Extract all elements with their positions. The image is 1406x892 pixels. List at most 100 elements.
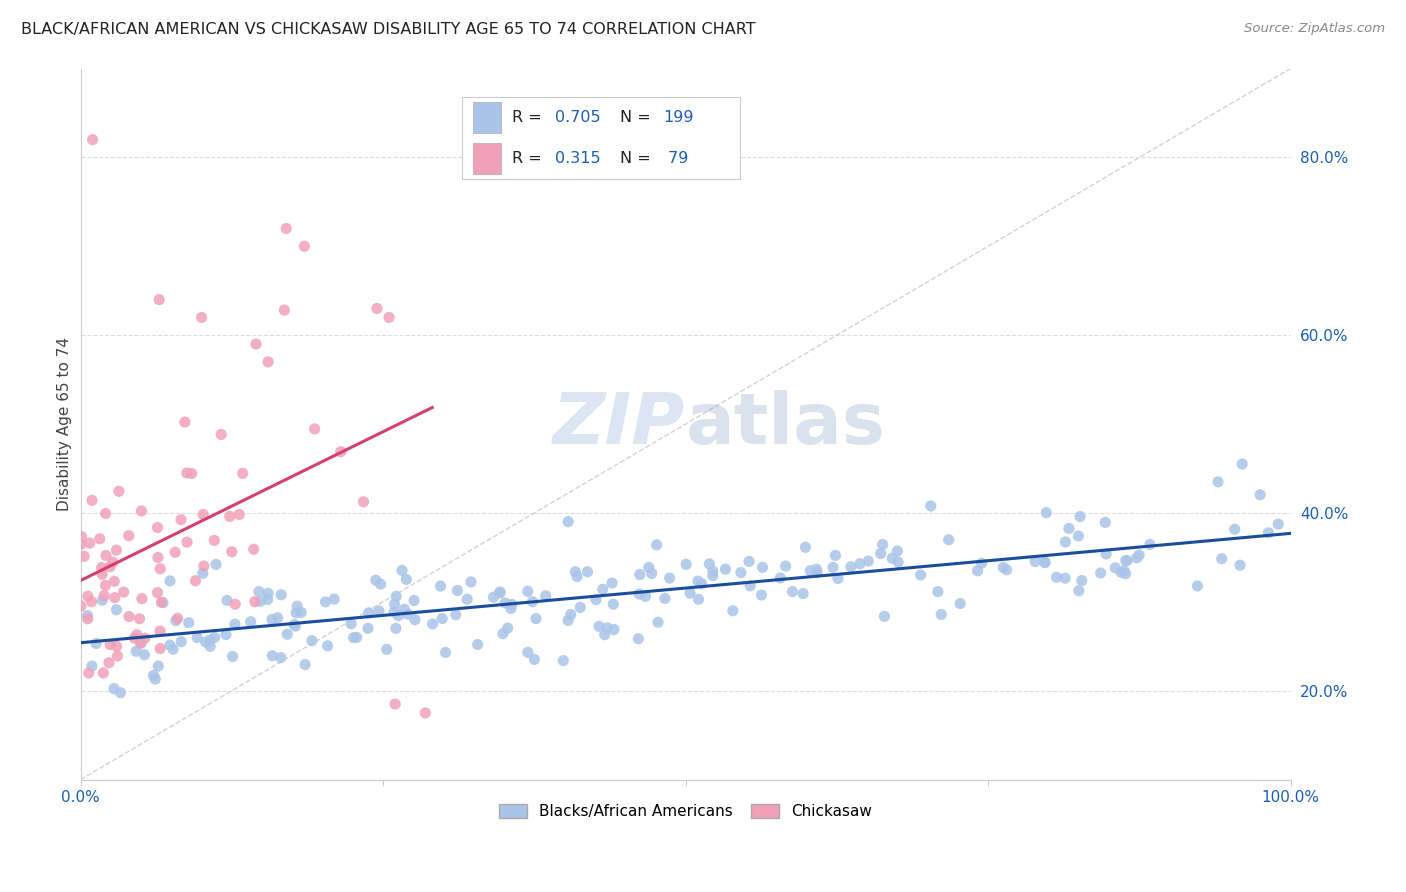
Point (806, 566, 828, 580)
Point (105, 640, 128, 654)
Point (357, 621, 380, 635)
Point (782, 584, 804, 599)
Point (98, 638, 121, 652)
Point (557, 515, 579, 529)
Point (496, 621, 519, 635)
Point (882, 551, 904, 566)
Point (849, 557, 872, 571)
Point (270, 650, 292, 665)
Point (184, 574, 207, 588)
Point (134, 648, 156, 662)
Point (1094, 516, 1116, 530)
Point (929, 607, 952, 622)
Point (276, 221, 298, 235)
Point (245, 337, 267, 351)
Point (314, 595, 336, 609)
Point (422, 617, 444, 632)
Point (191, 566, 214, 581)
Point (534, 589, 557, 603)
Point (146, 520, 169, 534)
Point (560, 607, 582, 622)
Point (1115, 553, 1137, 567)
Point (603, 623, 626, 637)
Point (194, 635, 217, 649)
Point (198, 640, 221, 654)
Point (1230, 457, 1253, 471)
Point (1024, 555, 1046, 569)
Point (553, 654, 575, 668)
Point (995, 563, 1018, 577)
Point (446, 583, 468, 598)
Point (129, 636, 152, 650)
Point (93, 589, 115, 603)
Point (93, 665, 115, 680)
Point (283, 617, 305, 632)
Point (634, 590, 657, 604)
Point (751, 588, 773, 602)
Point (920, 499, 942, 513)
Point (384, 697, 406, 711)
Point (645, 538, 668, 552)
Point (84, 636, 107, 650)
Point (118, 529, 141, 543)
Point (98, 656, 121, 670)
Point (103, 574, 125, 589)
Point (593, 628, 616, 642)
Point (391, 563, 413, 577)
Point (260, 612, 283, 626)
Point (257, 355, 280, 369)
Point (382, 605, 405, 619)
Point (285, 599, 308, 614)
Text: atlas: atlas (686, 390, 886, 458)
Point (1069, 509, 1091, 524)
Point (357, 606, 380, 620)
Point (1104, 561, 1126, 575)
Point (346, 631, 368, 645)
Point (799, 564, 821, 578)
Point (125, 644, 148, 658)
Point (276, 627, 298, 641)
Point (91, 567, 114, 582)
Point (887, 555, 910, 569)
Text: Source: ZipAtlas.com: Source: ZipAtlas.com (1244, 22, 1385, 36)
Point (482, 590, 505, 604)
Point (444, 607, 467, 622)
Point (858, 554, 880, 568)
Point (576, 565, 599, 579)
Point (1057, 521, 1080, 535)
Point (90, 560, 112, 574)
Point (927, 584, 949, 599)
Point (149, 641, 172, 656)
Point (588, 619, 610, 633)
Point (108, 484, 131, 499)
Point (1206, 475, 1229, 489)
Point (1139, 537, 1161, 551)
Point (697, 557, 720, 571)
Point (375, 642, 398, 657)
Point (522, 595, 544, 609)
Point (94, 549, 117, 563)
Point (792, 586, 814, 600)
Point (215, 627, 238, 641)
Point (131, 504, 153, 518)
Point (224, 597, 246, 611)
Point (294, 657, 316, 672)
Point (516, 645, 538, 659)
Point (228, 508, 250, 522)
Point (1187, 579, 1209, 593)
Point (675, 558, 697, 572)
Point (1112, 564, 1135, 578)
Point (523, 652, 546, 666)
Point (794, 541, 817, 555)
Point (1090, 566, 1112, 580)
Point (467, 638, 489, 652)
Point (249, 594, 271, 608)
Point (152, 596, 174, 610)
Point (105, 603, 128, 617)
Point (585, 592, 607, 607)
Point (256, 592, 278, 607)
Point (170, 513, 193, 527)
Point (91, 593, 114, 607)
Text: ZIP: ZIP (554, 390, 686, 458)
Point (301, 633, 323, 648)
